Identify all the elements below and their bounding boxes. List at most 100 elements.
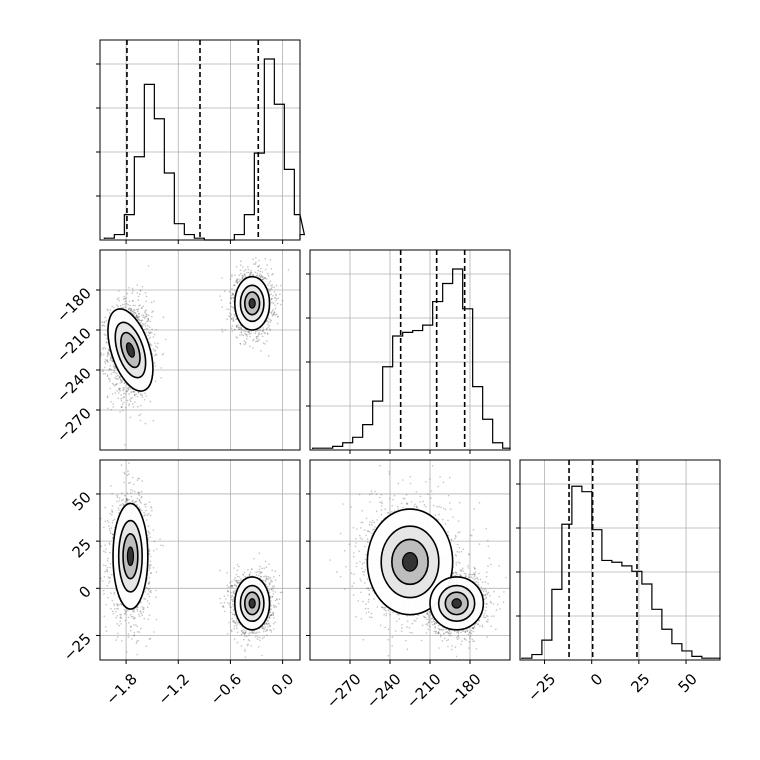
sample-point: [269, 290, 271, 293]
sample-point: [144, 311, 146, 314]
sample-point: [252, 258, 254, 261]
sample-point: [107, 361, 109, 364]
sample-point: [156, 346, 159, 349]
sample-point: [255, 340, 257, 343]
density-contour: [125, 342, 135, 358]
sample-point: [243, 273, 245, 275]
sample-point: [265, 622, 268, 624]
density-contour: [248, 298, 256, 309]
sample-point: [239, 280, 241, 282]
sample-point: [136, 316, 139, 319]
sample-point: [120, 399, 123, 402]
sample-point: [108, 377, 110, 380]
sample-point: [148, 326, 151, 328]
sample-point: [272, 308, 275, 311]
sample-point: [108, 577, 111, 579]
sample-point: [148, 588, 151, 590]
sample-point: [259, 273, 262, 275]
sample-point: [277, 302, 279, 305]
sample-point: [141, 314, 143, 317]
sample-point: [141, 394, 143, 396]
sample-point: [139, 319, 141, 322]
sample-point: [154, 354, 156, 357]
sample-point: [103, 321, 106, 324]
sample-point: [110, 409, 112, 411]
sample-point: [236, 282, 239, 285]
sample-point: [235, 336, 237, 338]
sample-point: [109, 529, 111, 532]
sample-point: [276, 298, 278, 300]
sample-point: [132, 299, 134, 302]
sample-point: [122, 298, 125, 301]
sample-point: [142, 305, 144, 308]
sample-point: [240, 327, 243, 330]
sample-point: [135, 624, 137, 626]
sample-point: [267, 326, 269, 329]
sample-point: [141, 285, 144, 288]
sample-point: [229, 315, 231, 318]
sample-point: [137, 313, 140, 315]
sample-point: [109, 576, 112, 579]
sample-point: [102, 353, 105, 356]
sample-point: [109, 551, 111, 554]
sample-point: [105, 564, 107, 567]
sample-point: [135, 642, 138, 644]
sample-point: [128, 473, 130, 475]
sample-point: [132, 290, 134, 292]
sample-point: [112, 382, 114, 385]
sample-point: [244, 635, 246, 638]
sample-point: [108, 528, 111, 530]
sample-point: [154, 365, 156, 367]
sample-point: [230, 297, 233, 300]
sample-point: [146, 600, 149, 602]
sample-point: [132, 618, 135, 620]
sample-point: [258, 333, 261, 335]
sample-point: [160, 367, 162, 369]
sample-point: [124, 501, 127, 503]
sample-point: [116, 603, 118, 605]
sample-point: [258, 264, 261, 267]
sample-point: [234, 274, 236, 276]
sample-point: [110, 356, 113, 359]
sample-point: [261, 276, 264, 278]
sample-point: [109, 368, 112, 370]
sample-point: [136, 610, 139, 612]
sample-point: [272, 611, 274, 614]
sample-point: [152, 419, 155, 422]
sample-point: [253, 263, 255, 265]
sample-point: [147, 534, 149, 536]
sample-point: [132, 310, 134, 313]
sample-point: [141, 307, 143, 310]
sample-point: [133, 308, 135, 311]
sample-point: [147, 319, 150, 321]
sample-point: [230, 297, 232, 300]
sample-point: [236, 281, 239, 283]
sample-point: [255, 274, 258, 277]
sample-point: [115, 378, 118, 380]
sample-point: [161, 353, 164, 356]
sample-point: [226, 318, 228, 321]
sample-point: [240, 329, 243, 331]
sample-point: [125, 302, 128, 305]
sample-point: [117, 378, 119, 380]
sample-point: [139, 290, 142, 292]
sample-point: [124, 443, 126, 446]
sample-point: [121, 492, 123, 494]
sample-point: [136, 504, 139, 506]
sample-point: [112, 612, 115, 615]
sample-point: [133, 617, 136, 619]
sample-point: [113, 365, 116, 368]
sample-point: [270, 614, 273, 616]
sample-point: [119, 389, 121, 392]
sample-point: [128, 300, 131, 303]
sample-point: [118, 512, 120, 514]
sample-point: [106, 359, 108, 362]
sample-point: [133, 501, 136, 504]
sample-point: [249, 274, 251, 277]
sample-point: [242, 266, 244, 268]
sample-point: [106, 560, 109, 562]
sample-point: [142, 314, 145, 317]
sample-point: [133, 391, 136, 393]
sample-point: [249, 273, 251, 275]
scatter-frame: [99, 249, 301, 451]
